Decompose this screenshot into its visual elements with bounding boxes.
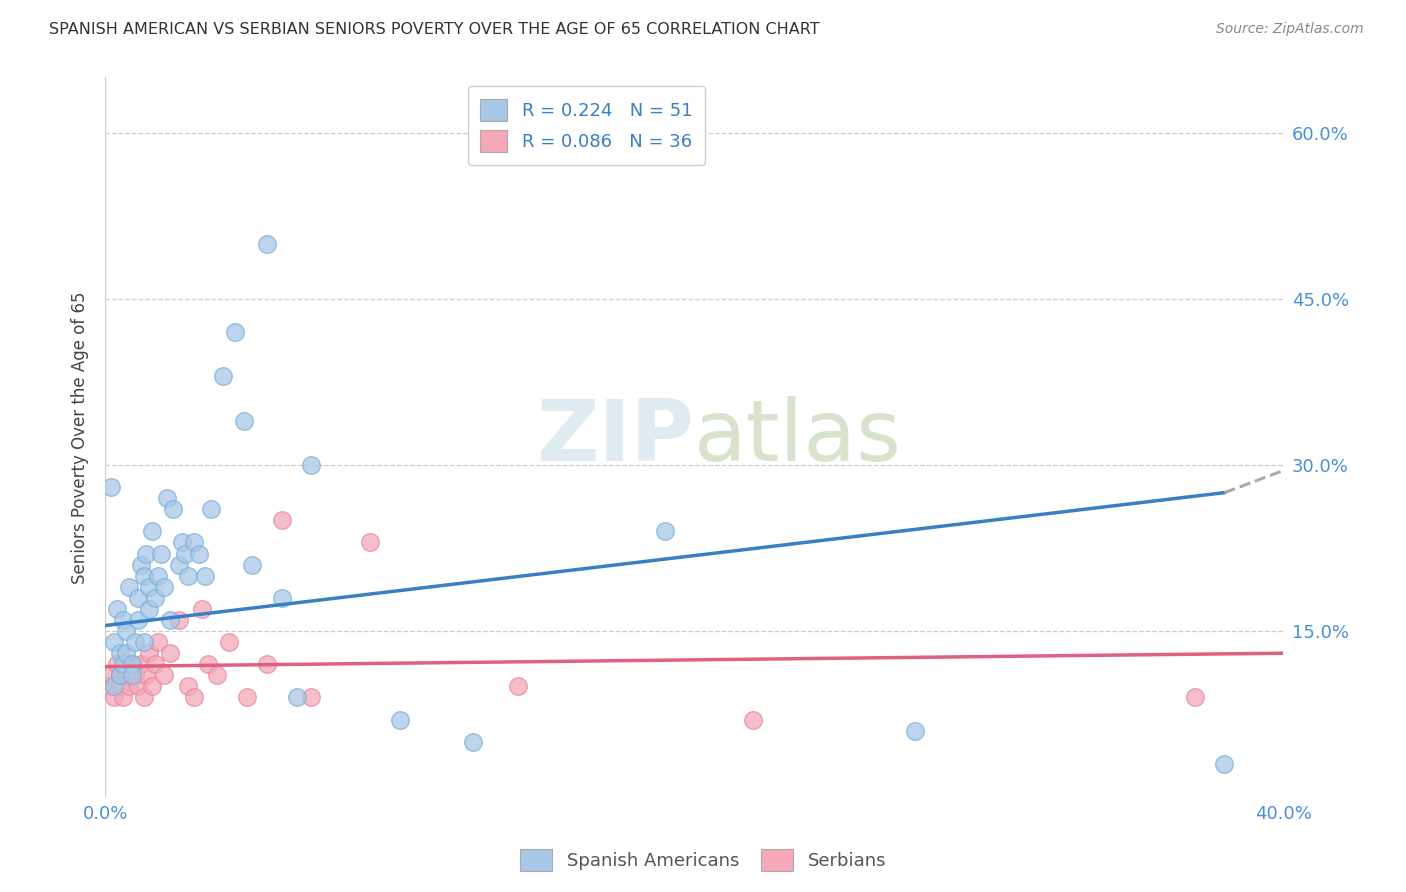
Point (212, 369, 235, 384)
Point (271, 513, 294, 527)
Point (299, 458, 322, 472)
Point (159, 613, 181, 627)
Point (127, 680, 149, 694)
Point (654, 524, 676, 539)
Point (138, 580, 160, 594)
Point (124, 635, 146, 649)
Point (153, 580, 176, 594)
Point (127, 613, 149, 627)
Text: atlas: atlas (695, 396, 903, 479)
Point (242, 558, 264, 572)
Point (100, 668, 122, 682)
Point (183, 535, 205, 549)
Point (129, 558, 152, 572)
Point (127, 591, 149, 605)
Point (111, 613, 134, 627)
Point (114, 646, 136, 660)
Point (97, 680, 120, 694)
Point (167, 558, 190, 572)
Point (148, 635, 170, 649)
Point (176, 568, 198, 582)
Point (108, 646, 131, 660)
Point (103, 635, 125, 649)
Point (103, 680, 125, 694)
Point (1213, 756, 1236, 771)
Point (114, 624, 136, 638)
Point (359, 535, 381, 549)
Point (183, 690, 205, 705)
Point (463, 735, 485, 749)
Point (103, 690, 125, 705)
Point (218, 635, 240, 649)
Point (205, 668, 228, 682)
Point (1184, 690, 1206, 705)
Point (108, 668, 131, 682)
Point (162, 502, 184, 516)
Point (135, 668, 157, 682)
Point (153, 668, 176, 682)
Point (150, 547, 173, 561)
Point (176, 680, 198, 694)
Point (299, 690, 322, 705)
Point (141, 524, 163, 539)
Point (232, 414, 254, 428)
Point (108, 668, 131, 682)
Legend: R = 0.224   N = 51, R = 0.086   N = 36: R = 0.224 N = 51, R = 0.086 N = 36 (468, 87, 706, 165)
Point (124, 668, 146, 682)
Point (388, 713, 411, 727)
Point (132, 635, 155, 649)
Point (121, 668, 143, 682)
Point (167, 613, 190, 627)
Point (100, 480, 122, 494)
Point (141, 680, 163, 694)
Point (904, 723, 927, 738)
Point (143, 591, 166, 605)
Point (129, 657, 152, 672)
Point (170, 535, 193, 549)
Point (235, 690, 257, 705)
Legend: Spanish Americans, Serbians: Spanish Americans, Serbians (513, 842, 893, 879)
Point (105, 602, 128, 616)
Point (506, 680, 529, 694)
Point (256, 657, 278, 672)
Point (191, 602, 214, 616)
Point (188, 547, 211, 561)
Point (197, 657, 219, 672)
Point (156, 491, 179, 506)
Point (148, 568, 170, 582)
Point (121, 657, 143, 672)
Point (138, 602, 160, 616)
Point (224, 325, 246, 339)
Point (173, 547, 195, 561)
Y-axis label: Seniors Poverty Over the Age of 65: Seniors Poverty Over the Age of 65 (72, 291, 89, 583)
Point (114, 668, 136, 682)
Point (143, 657, 166, 672)
Point (742, 713, 765, 727)
Point (194, 568, 217, 582)
Point (132, 690, 155, 705)
Point (121, 657, 143, 672)
Point (118, 680, 141, 694)
Point (138, 646, 160, 660)
Point (105, 657, 128, 672)
Text: SPANISH AMERICAN VS SERBIAN SENIORS POVERTY OVER THE AGE OF 65 CORRELATION CHART: SPANISH AMERICAN VS SERBIAN SENIORS POVE… (49, 22, 820, 37)
Point (159, 646, 181, 660)
Point (108, 680, 131, 694)
Point (256, 236, 278, 251)
Point (200, 502, 222, 516)
Point (118, 580, 141, 594)
Point (135, 547, 157, 561)
Point (111, 657, 134, 672)
Point (285, 690, 308, 705)
Point (111, 690, 134, 705)
Point (271, 591, 294, 605)
Text: ZIP: ZIP (537, 396, 695, 479)
Point (132, 568, 155, 582)
Text: Source: ZipAtlas.com: Source: ZipAtlas.com (1216, 22, 1364, 37)
